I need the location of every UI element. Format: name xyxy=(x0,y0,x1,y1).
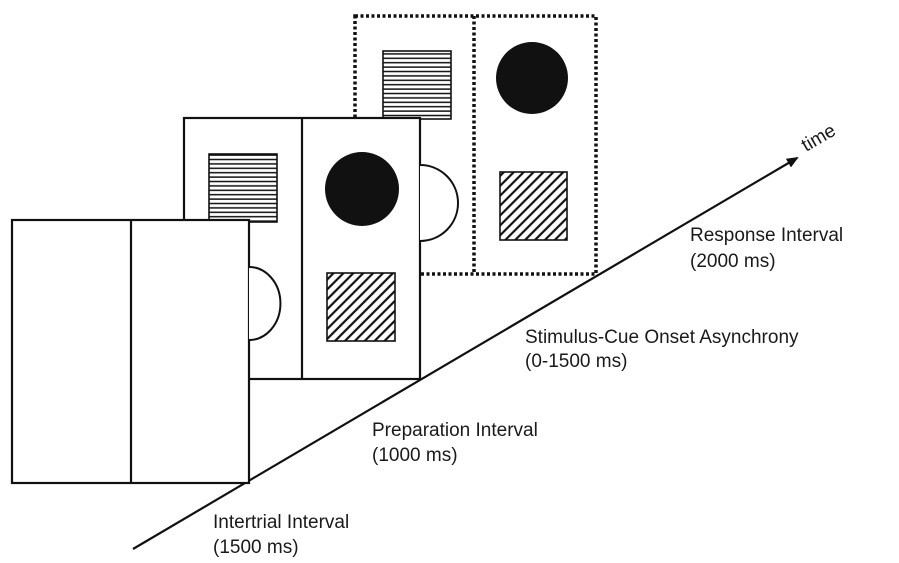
diagonal-striped-square xyxy=(326,272,396,342)
filled-circle-stimulus xyxy=(325,152,399,226)
svg-text:Preparation Interval: Preparation Interval xyxy=(372,420,538,441)
time-axis-label: time xyxy=(798,120,840,156)
svg-text:(0-1500 ms): (0-1500 ms) xyxy=(525,351,627,372)
horizontal-striped-square xyxy=(382,50,452,120)
half-circle-cue xyxy=(248,266,282,341)
interval-label-preparation: Preparation Interval (1000 ms) xyxy=(372,420,538,466)
svg-text:(1500 ms): (1500 ms) xyxy=(213,537,299,558)
interval-label-intertrial: Intertrial Interval (1500 ms) xyxy=(213,512,349,558)
interval-label-response: Response Interval (2000 ms) xyxy=(690,225,843,272)
response-display-frame xyxy=(353,14,598,276)
svg-text:Intertrial Interval: Intertrial Interval xyxy=(213,512,349,533)
svg-text:Stimulus-Cue Onset Asynchrony: Stimulus-Cue Onset Asynchrony xyxy=(525,327,799,348)
interval-label-soa: Stimulus-Cue Onset Asynchrony (0-1500 ms… xyxy=(525,327,799,372)
horizontal-striped-square xyxy=(208,153,278,223)
svg-text:Response Interval: Response Interval xyxy=(690,225,843,246)
diagonal-striped-square xyxy=(499,171,568,241)
half-circle-cue xyxy=(419,164,459,242)
svg-text:(1000 ms): (1000 ms) xyxy=(372,445,458,466)
svg-text:(2000 ms): (2000 ms) xyxy=(690,251,776,272)
filled-circle-stimulus xyxy=(496,42,568,114)
intertrial-display-frame xyxy=(10,218,282,485)
